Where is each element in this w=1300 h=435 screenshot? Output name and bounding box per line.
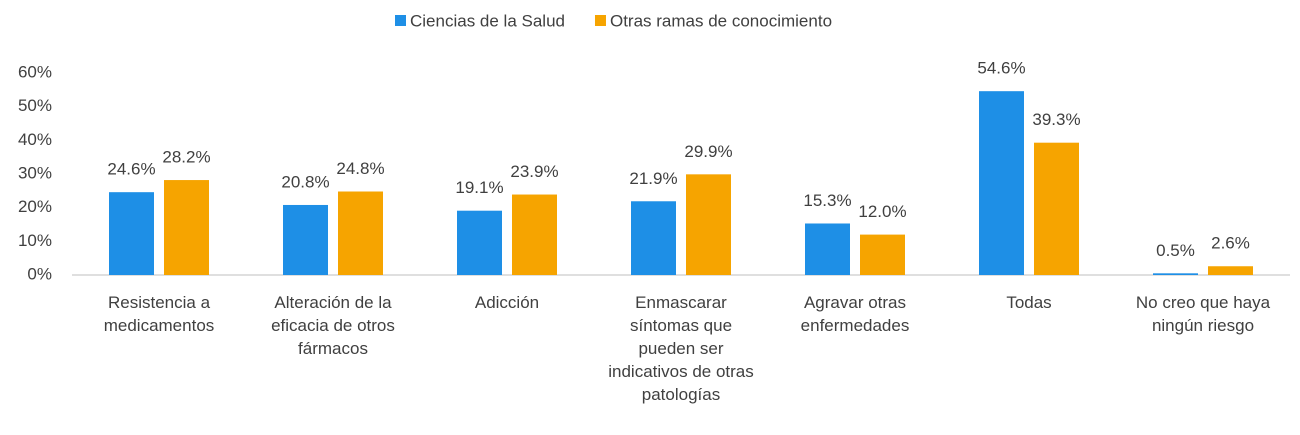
value-label: 2.6% xyxy=(1211,234,1250,253)
x-tick-label: Adicción xyxy=(474,293,540,312)
bar xyxy=(164,180,209,275)
x-tick-label: Todas xyxy=(1006,293,1052,312)
value-label: 24.6% xyxy=(107,160,155,179)
bar xyxy=(1034,142,1079,275)
legend-label: Ciencias de la Salud xyxy=(410,11,565,30)
x-tick-label: Agravar otras enfermedades xyxy=(800,293,910,335)
y-tick-label: 40% xyxy=(18,130,52,149)
y-tick-label: 60% xyxy=(18,62,52,81)
legend-swatch xyxy=(594,15,606,26)
value-label: 21.9% xyxy=(629,169,677,188)
value-label: 15.3% xyxy=(803,191,851,210)
value-label: 54.6% xyxy=(977,59,1025,78)
bar xyxy=(805,223,850,275)
x-tick-label: Alteración de la eficacia de otros fárma… xyxy=(271,293,395,358)
bar xyxy=(457,210,502,275)
value-label: 12.0% xyxy=(858,202,906,221)
value-label: 23.9% xyxy=(510,162,558,181)
bar xyxy=(631,201,676,275)
bar xyxy=(338,191,383,275)
x-tick-label: Enmascarar síntomas que pueden ser indic… xyxy=(608,293,754,404)
bar xyxy=(1153,273,1198,275)
x-tick-label: No creo que haya ningún riesgo xyxy=(1135,293,1271,335)
bar xyxy=(283,204,328,275)
value-label: 28.2% xyxy=(162,148,210,167)
bar xyxy=(512,194,557,275)
legend-swatch xyxy=(395,15,406,26)
x-tick-label: Resistencia a medicamentos xyxy=(103,293,215,335)
y-tick-label: 50% xyxy=(18,96,52,115)
y-tick-label: 30% xyxy=(18,163,52,182)
bar xyxy=(686,174,731,275)
value-label: 19.1% xyxy=(455,178,503,197)
y-tick-label: 0% xyxy=(27,264,52,283)
bar xyxy=(109,192,154,275)
value-label: 29.9% xyxy=(684,142,732,161)
value-label: 0.5% xyxy=(1156,241,1195,260)
y-tick-label: 20% xyxy=(18,197,52,216)
value-label: 24.8% xyxy=(336,159,384,178)
bar xyxy=(979,91,1024,276)
legend-label: Otras ramas de conocimiento xyxy=(610,11,832,30)
y-tick-label: 10% xyxy=(18,231,52,250)
bar xyxy=(1208,266,1253,275)
bar xyxy=(860,234,905,275)
value-label: 39.3% xyxy=(1032,110,1080,129)
value-label: 20.8% xyxy=(281,172,329,191)
